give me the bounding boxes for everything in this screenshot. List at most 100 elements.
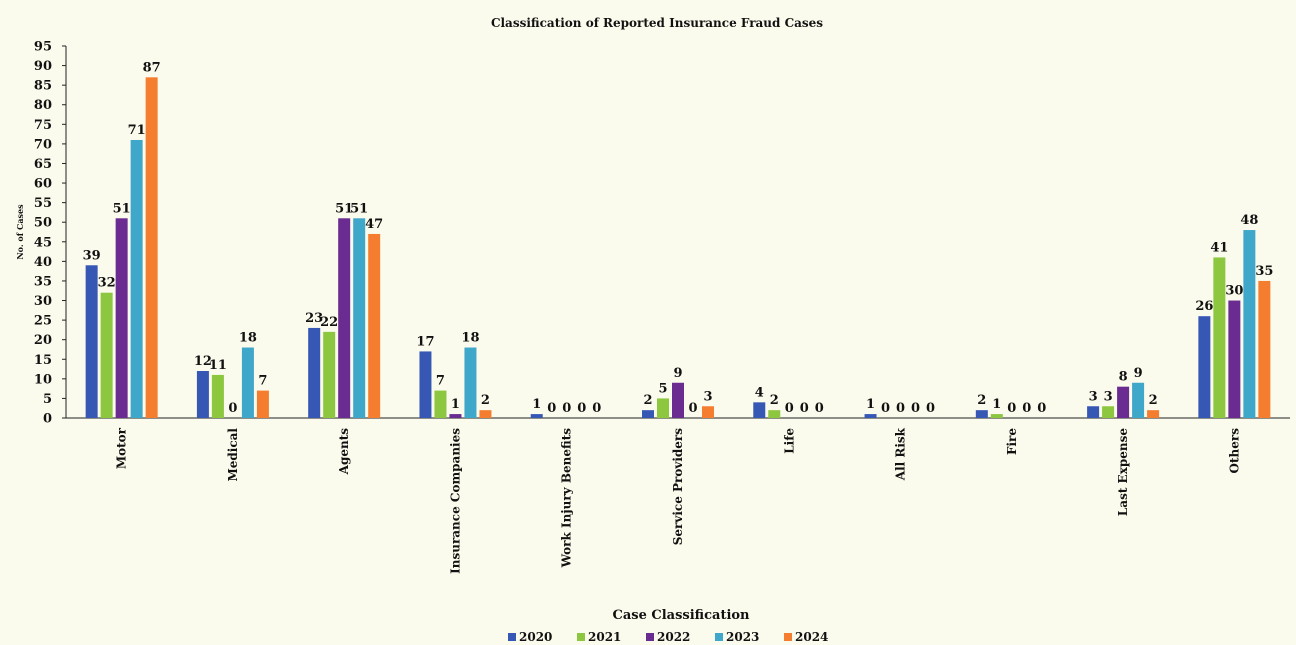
data-label: 0 [562,401,571,416]
y-axis-title: No. of Cases [15,204,25,260]
y-tick-label: 60 [34,177,52,192]
data-label: 1 [532,397,541,412]
category-label: Last Expense [1116,428,1130,516]
bar [368,233,381,418]
bar [130,139,143,418]
legend-swatch [646,633,654,641]
data-label: 0 [1022,401,1031,416]
data-label: 87 [143,60,161,75]
data-label: 0 [815,401,824,416]
bar [211,374,224,418]
data-label: 71 [128,123,146,138]
legend-label: 2020 [519,630,552,644]
bar [975,410,988,418]
bar [1132,382,1145,418]
bar [434,390,447,418]
legend-label: 2023 [726,630,759,644]
bar [323,331,336,418]
y-tick-label: 0 [43,412,52,427]
data-label: 1 [992,397,1001,412]
data-label: 0 [800,401,809,416]
y-tick-label: 45 [34,235,52,250]
data-label: 2 [481,393,490,408]
data-label: 7 [436,374,445,389]
x-axis-title: Case Classification [612,608,750,623]
bar [1087,406,1100,418]
y-tick-label: 50 [34,216,52,231]
y-tick-label: 5 [43,392,52,407]
data-label: 51 [113,201,131,216]
legend-label: 2021 [588,630,621,644]
bar [753,402,766,418]
bar [308,327,321,418]
legend: 2020 2021 2022 2023 2024 [508,630,828,644]
y-tick-label: 20 [34,333,52,348]
data-label: 9 [1134,366,1143,381]
data-label: 17 [416,334,434,349]
category-label: Service Providers [671,428,685,546]
category-label: Agents [337,428,351,476]
data-label: 0 [911,401,920,416]
data-label: 39 [83,248,101,263]
bar [1243,230,1256,418]
data-label: 0 [881,401,890,416]
bar [145,77,158,418]
legend-item: 2024 [784,630,828,644]
data-label: 7 [258,374,267,389]
data-label: 3 [1089,389,1098,404]
data-label: 32 [98,276,116,291]
data-label: 18 [461,331,479,346]
data-label: 9 [673,366,682,381]
bar [115,218,128,418]
data-label: 48 [1240,213,1258,228]
bar [1213,257,1226,418]
legend-item: 2022 [646,630,690,644]
data-label: 1 [451,397,460,412]
category-label: Life [782,428,796,454]
data-label: 0 [785,401,794,416]
bar [1228,300,1241,418]
data-label: 2 [977,393,986,408]
bar [241,347,254,418]
data-label: 3 [1104,389,1113,404]
data-label: 0 [1007,401,1016,416]
data-label: 1 [866,397,875,412]
legend-swatch [508,633,516,641]
data-label: 5 [658,381,667,396]
data-label: 51 [335,201,353,216]
y-tick-label: 90 [34,59,52,74]
category-label: Work Injury Benefits [560,428,574,569]
data-label: 0 [228,401,237,416]
data-label: 35 [1255,264,1273,279]
data-label: 0 [926,401,935,416]
category-label: Others [1227,428,1241,474]
y-axis-ticks: 0 5 10 15 20 25 30 35 40 45 50 55 60 65 70 75 80 85 90 95 [34,40,66,427]
data-label: 18 [239,331,257,346]
data-label: 8 [1119,370,1128,385]
data-label: 41 [1210,240,1228,255]
data-label: 22 [320,315,338,330]
y-tick-label: 35 [34,274,52,289]
y-tick-label: 65 [34,157,52,172]
category-label: Insurance Companies [448,428,462,574]
bar [530,414,543,418]
data-label: 0 [547,401,556,416]
category-label: Motor [115,427,129,469]
bar [419,351,432,418]
category-label: All Risk [894,427,908,481]
bar [353,218,366,418]
legend-swatch [715,633,723,641]
bar [657,398,669,418]
y-tick-label: 80 [34,98,52,113]
data-label: 30 [1225,284,1243,299]
bar [768,410,781,418]
bar [100,292,113,418]
category-labels-group: Motor Medical Agents Insurance Companies Wor… [115,427,1242,574]
bars-group [85,77,1271,418]
bar [256,390,269,418]
data-label: 26 [1195,299,1213,314]
legend-item: 2021 [577,630,621,644]
y-tick-label: 85 [34,79,52,94]
bar [196,371,209,418]
